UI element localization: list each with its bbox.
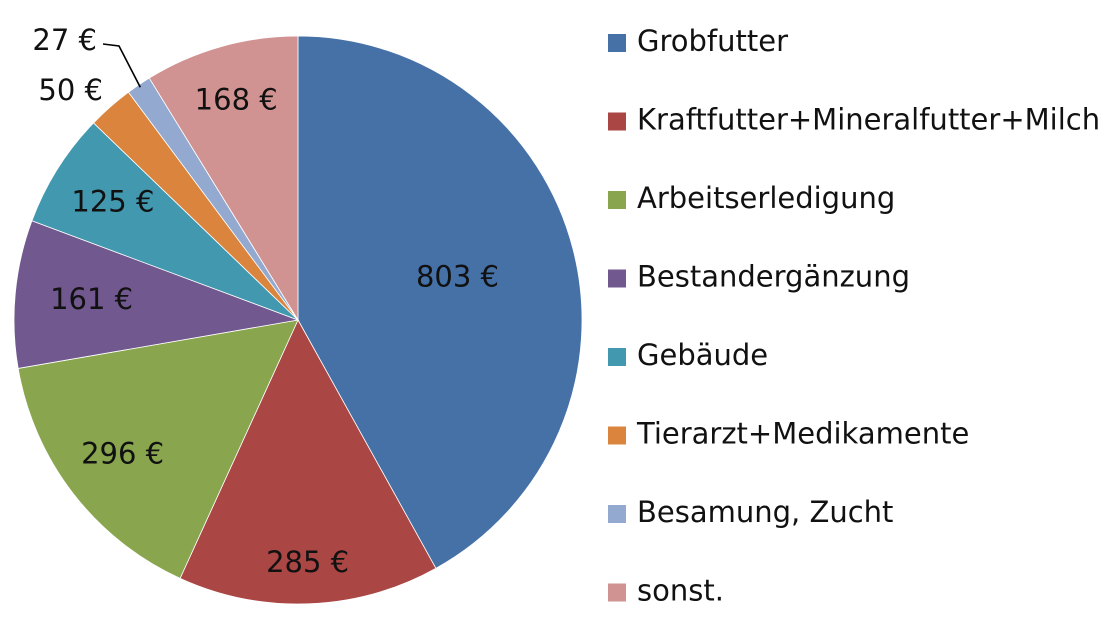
slice-labels: 803 € 285 € 296 € 161 € 125 € 50 € 27 € 168 € [32,23,499,579]
legend-label: Besamung, Zucht [637,495,893,529]
legend-item: Besamung, Zucht [608,495,893,529]
legend-swatch [608,191,626,209]
legend-label: Tierarzt+Medikamente [636,417,969,451]
slice-value-label: 125 € [71,185,154,219]
legend-swatch [608,505,626,523]
pie-slice [179,319,437,605]
legend: Grobfutter Kraftfutter+Mineralfutter+Milc… [608,24,1100,608]
slice-value-label: 50 € [38,73,103,107]
slice-value-label: 285 € [266,545,349,579]
pie-slice [13,220,300,369]
legend-swatch [608,583,626,602]
legend-label: Bestandergänzung [637,260,910,294]
pie-slices [13,35,583,605]
legend-item: Grobfutter [608,24,788,58]
pie-slice [31,122,299,321]
legend-item: Kraftfutter+Mineralfutter+Milch [608,103,1100,137]
legend-swatch [608,34,626,52]
leader-line [102,43,142,88]
legend-swatch [608,348,626,366]
legend-label: sonst. [637,574,724,608]
legend-label: Arbeitserledigung [637,181,895,215]
legend-item: sonst. [608,574,724,608]
legend-label: Kraftfutter+Mineralfutter+Milch [637,103,1100,137]
pie-slice [17,319,299,579]
slice-value-label: 296 € [81,436,164,470]
pie-slice [297,35,583,569]
legend-item: Tierarzt+Medikamente [608,417,969,451]
legend-swatch [608,112,626,131]
legend-item: Arbeitserledigung [608,181,895,215]
legend-item: Bestandergänzung [608,260,910,294]
slice-value-label: 168 € [195,82,278,116]
legend-swatch [608,426,626,445]
legend-label: Grobfutter [637,24,788,58]
legend-label: Gebäude [637,338,768,372]
slice-value-label: 27 € [32,23,97,57]
slice-value-label: 803 € [416,260,499,294]
pie-slice [148,35,299,322]
legend-swatch [608,269,626,288]
slice-value-label: 161 € [50,282,133,316]
legend-item: Gebäude [608,338,768,372]
